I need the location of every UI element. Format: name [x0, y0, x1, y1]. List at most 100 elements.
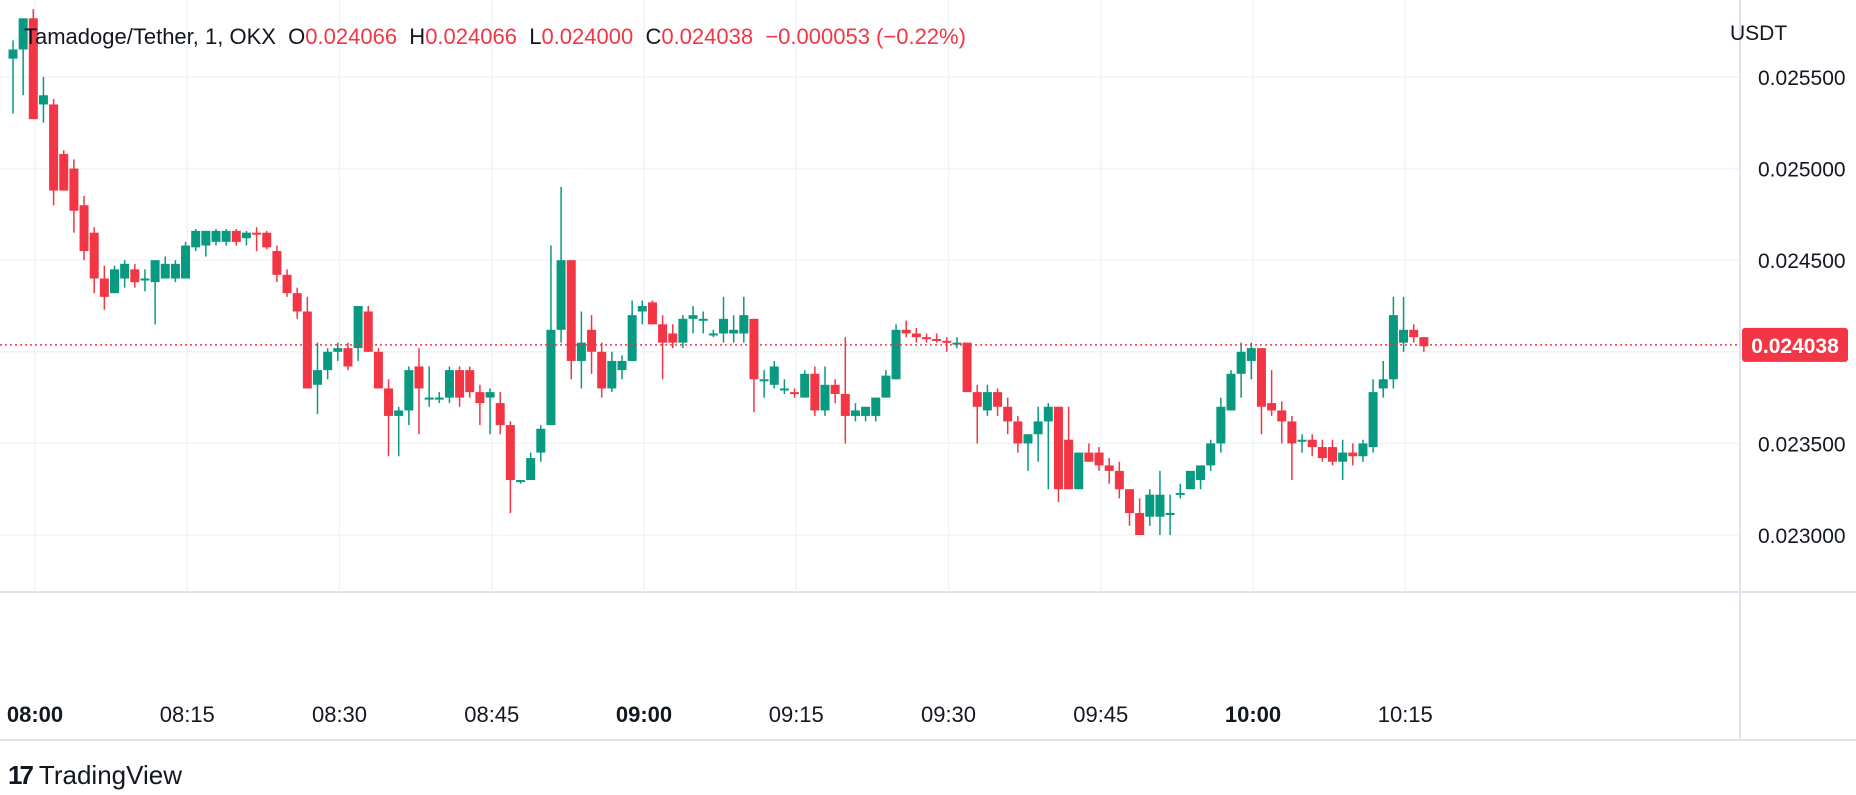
candle-body — [1135, 513, 1145, 536]
candle-body — [455, 370, 465, 398]
time-tick-label: 09:15 — [769, 702, 824, 727]
candle-body — [1328, 447, 1337, 462]
candle-body — [708, 333, 718, 336]
low-value: 0.024000 — [541, 24, 634, 49]
candle-body — [861, 406, 871, 416]
time-tick-label: 09:00 — [616, 702, 672, 727]
candle-body — [922, 337, 931, 340]
candle-body — [587, 329, 597, 352]
symbol-title: Tamadoge/Tether, 1, OKX — [24, 24, 276, 49]
candle-body — [1165, 513, 1175, 516]
candle-body — [495, 403, 505, 426]
candle-body — [597, 351, 607, 389]
candle-body — [130, 269, 140, 283]
time-tick-label: 10:00 — [1225, 702, 1281, 727]
candle-body — [1043, 406, 1053, 422]
candle-body — [272, 251, 282, 275]
candle-body — [1246, 348, 1256, 361]
candle-body — [160, 263, 170, 279]
candle-body — [719, 318, 728, 334]
candle-body — [1317, 447, 1327, 459]
candle-body — [384, 388, 394, 416]
candle-body — [1368, 392, 1378, 448]
candle-body — [110, 269, 119, 294]
candle-body — [505, 425, 515, 481]
candle-body — [221, 230, 231, 242]
last-price-text: 0.024038 — [1751, 335, 1839, 358]
candle-body — [1226, 373, 1236, 411]
candle-body — [99, 278, 109, 297]
candle-body — [526, 458, 536, 481]
candle-body — [28, 18, 38, 120]
candle-body — [211, 230, 221, 242]
candle-body — [820, 384, 830, 411]
candle-body — [698, 318, 708, 321]
high-value: 0.024066 — [425, 24, 517, 49]
price-tick-label: 0.023500 — [1758, 433, 1846, 456]
candle-body — [790, 392, 800, 395]
candle-body — [1419, 337, 1429, 347]
grid-lines — [0, 0, 1740, 590]
candle-body — [120, 263, 130, 279]
time-tick-label: 08:15 — [160, 702, 215, 727]
brand-name: TradingView — [38, 760, 182, 790]
candle-body — [546, 329, 556, 426]
candle-body — [647, 302, 657, 325]
time-tick-label: 09:45 — [1073, 702, 1128, 727]
candle-body — [678, 318, 688, 343]
close-value: 0.024038 — [661, 24, 754, 49]
candle-body — [292, 293, 302, 312]
candle-body — [576, 342, 586, 361]
change-value: −0.000053 (−0.22%) — [765, 24, 966, 49]
candle-body — [942, 340, 952, 343]
candle-body — [485, 392, 495, 398]
candle-body — [779, 388, 789, 391]
candle-body — [1074, 452, 1084, 490]
candle-body — [1104, 465, 1114, 471]
candle-body — [769, 366, 779, 385]
time-axis[interactable]: 08:00 08:15 08:30 08:45 09:00 09:15 09:30 09:45… — [7, 702, 1433, 727]
candle-body — [282, 274, 292, 294]
candle-body — [911, 333, 921, 338]
candle-body — [972, 392, 982, 407]
candle-body — [1256, 348, 1266, 407]
candle-body — [59, 153, 69, 191]
candle-body — [465, 370, 475, 393]
candle-body — [323, 351, 333, 371]
candle-body — [1084, 452, 1094, 462]
candle-body — [627, 315, 637, 361]
axis-frame — [0, 0, 1856, 741]
candle-body — [729, 329, 739, 334]
candle-body — [637, 305, 647, 312]
candle-body — [404, 370, 414, 411]
candle-body — [1175, 492, 1185, 495]
candle-body — [313, 370, 322, 385]
high-label: H — [409, 24, 426, 49]
price-axis[interactable]: 0.0255000.0250000.0245000.0240000.023500… — [1758, 67, 1846, 548]
candle-body — [1053, 406, 1063, 490]
candle-body — [424, 397, 434, 400]
candle-body — [830, 384, 840, 394]
candle-body — [434, 397, 444, 400]
tradingview-brand[interactable]: 17 TradingView — [8, 760, 182, 791]
candle-body — [1206, 443, 1216, 466]
candle-body — [1003, 406, 1013, 422]
candle-body — [1277, 410, 1287, 422]
candle-body — [262, 232, 272, 248]
candle-body — [333, 348, 343, 352]
candle-body — [89, 232, 99, 279]
time-tick-label: 08:30 — [312, 702, 367, 727]
candle-body — [901, 329, 911, 334]
candle-body — [1033, 421, 1043, 435]
candle-body — [759, 379, 769, 382]
candle-body — [668, 333, 678, 343]
price-tick-label: 0.024500 — [1758, 250, 1846, 273]
candle-body — [536, 428, 546, 453]
candle-body — [343, 348, 353, 367]
candle-body — [201, 230, 211, 246]
candle-body — [394, 410, 404, 416]
candle-body — [952, 342, 962, 345]
candle-body — [850, 410, 860, 416]
candle-body — [739, 315, 749, 334]
